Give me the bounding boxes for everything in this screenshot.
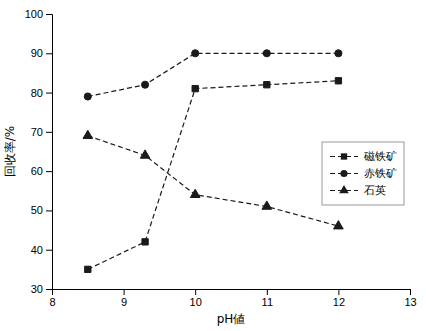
point — [335, 50, 342, 57]
tick-label: 40 — [31, 244, 43, 256]
legend-item: 赤铁矿 — [330, 167, 397, 180]
tick-label: 80 — [31, 87, 43, 99]
point — [192, 50, 199, 57]
marks — [83, 50, 343, 273]
tick: 9 — [121, 289, 127, 308]
series-line — [88, 53, 339, 96]
axis-line — [53, 290, 411, 296]
tick-mark — [46, 250, 52, 251]
tick-mark — [124, 289, 125, 295]
point — [142, 239, 148, 245]
point — [262, 201, 272, 209]
tick-label: 10 — [190, 296, 202, 308]
tick-label: 50 — [31, 204, 43, 216]
tick: 30 — [31, 283, 52, 295]
tick-label: 12 — [333, 296, 345, 308]
tick-label: 70 — [31, 126, 43, 138]
tick-mark — [46, 171, 52, 172]
tick-mark — [410, 289, 411, 295]
tick: 50 — [31, 204, 52, 216]
tick-label: 100 — [25, 8, 43, 20]
legend-item: 磁铁矿 — [330, 150, 397, 163]
point — [84, 93, 91, 100]
tick-mark — [46, 210, 52, 211]
point — [142, 81, 149, 88]
tick: 40 — [31, 244, 52, 256]
tick-mark — [46, 93, 52, 94]
legend-marker — [339, 185, 349, 193]
tick: 8 — [49, 289, 55, 308]
tick-mark — [267, 289, 268, 295]
tick-label: 11 — [262, 296, 273, 308]
tick: 80 — [31, 87, 52, 99]
point — [334, 221, 344, 229]
tick-mark — [46, 289, 52, 290]
legend-marker — [340, 170, 347, 177]
tick: 90 — [31, 47, 52, 59]
point — [192, 85, 198, 91]
point — [85, 266, 91, 272]
tick: 10 — [190, 289, 202, 308]
point — [264, 82, 270, 88]
tick-label: 13 — [404, 296, 416, 308]
tick-label: 90 — [31, 47, 43, 59]
legend-label: 磁铁矿 — [363, 150, 397, 163]
tick: 11 — [262, 289, 273, 308]
tick: 60 — [31, 165, 52, 177]
chart: 8 9 10 11 12 13 30 40 50 60 70 80 90 100 磁铁矿赤铁矿石英 pH値 回收… — [0, 0, 426, 331]
y-axis-title: 回收率/% — [3, 126, 17, 177]
legend-marker — [341, 153, 347, 159]
tick: 100 — [25, 8, 52, 20]
tick: 12 — [333, 289, 345, 308]
point — [140, 150, 150, 158]
point — [190, 189, 200, 197]
legend-label: 石英 — [364, 184, 386, 197]
legend-label: 赤铁矿 — [364, 167, 397, 180]
x-axis-title: pH値 — [217, 312, 246, 326]
tick-mark — [46, 14, 52, 15]
axis-line — [46, 15, 53, 290]
tick: 70 — [31, 126, 52, 138]
tick-label: 30 — [31, 283, 43, 295]
y-axis: 30 40 50 60 70 80 90 100 — [25, 8, 53, 295]
tick-label: 8 — [49, 296, 55, 308]
tick-mark — [46, 132, 52, 133]
point — [263, 50, 270, 57]
point — [83, 130, 93, 138]
legend-box — [322, 142, 404, 205]
tick: 13 — [404, 289, 416, 308]
point — [335, 78, 341, 84]
plot: 8 9 10 11 12 13 30 40 50 60 70 80 90 100 磁铁矿赤铁矿石英 — [25, 8, 417, 308]
x-axis: 8 9 10 11 12 13 — [49, 289, 416, 308]
tick-mark — [46, 53, 52, 54]
tick-label: 9 — [121, 296, 127, 308]
tick-label: 60 — [31, 165, 43, 177]
legend-item: 石英 — [330, 184, 386, 197]
legend: 磁铁矿赤铁矿石英 — [322, 142, 404, 205]
tick-mark — [195, 289, 196, 295]
series-line — [88, 81, 339, 270]
series-line — [88, 136, 339, 226]
tick-mark — [338, 289, 339, 295]
